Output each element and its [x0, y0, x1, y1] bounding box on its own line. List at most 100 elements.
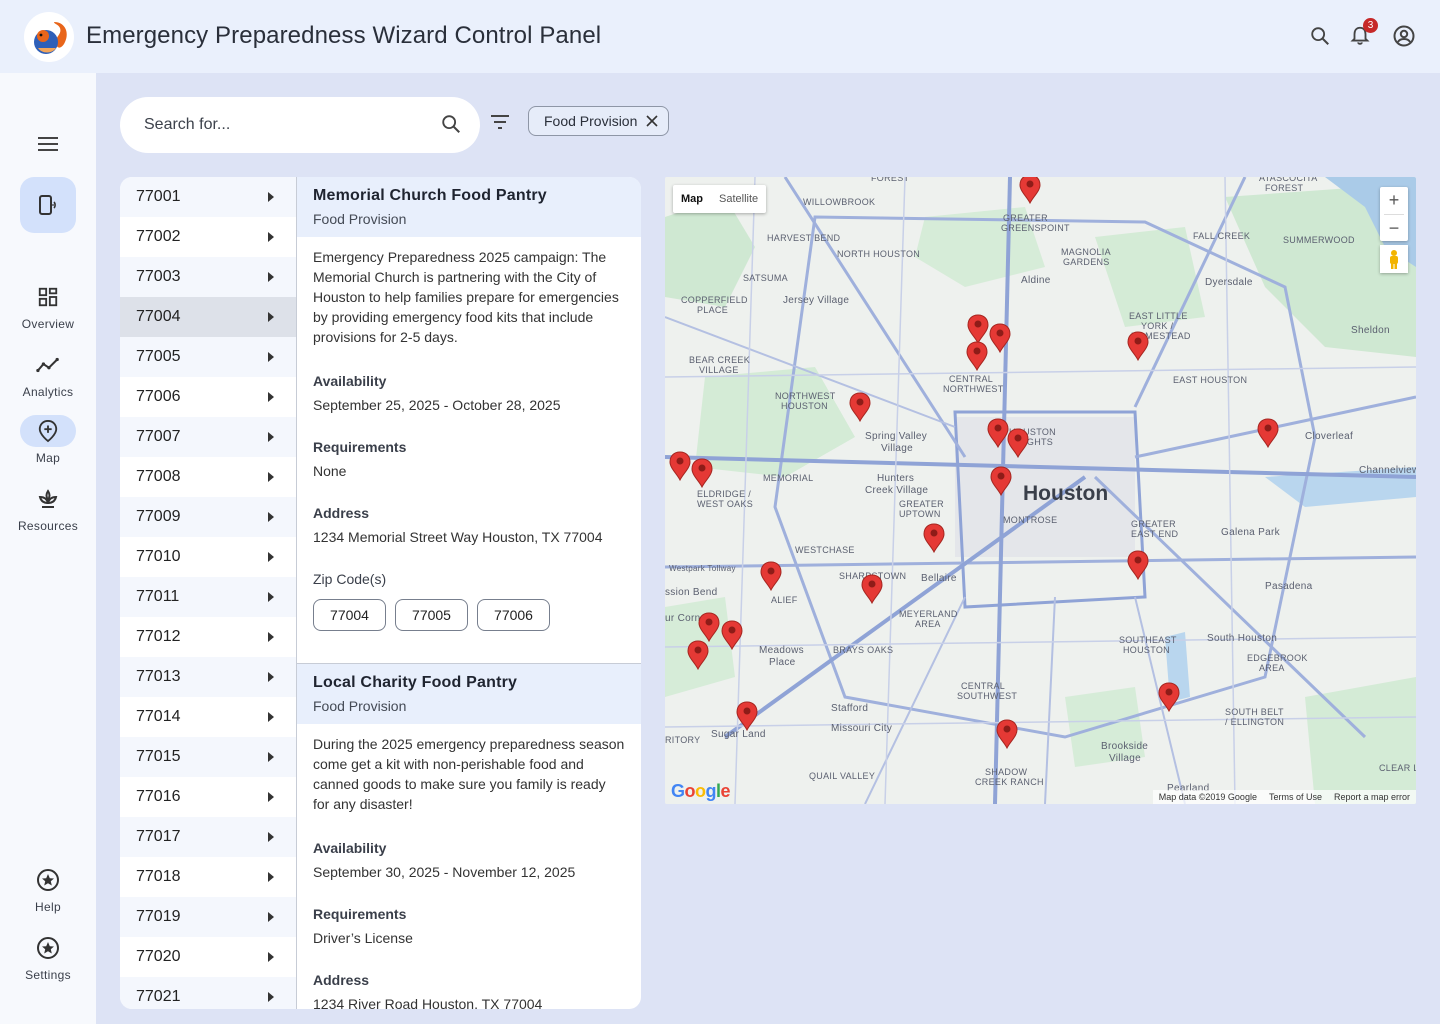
map-marker[interactable]: [721, 620, 743, 651]
map-view[interactable]: GREATER GREENSPOINT Aldine MAGNOLIA GARDEN…: [665, 177, 1416, 804]
map-marker[interactable]: [923, 523, 945, 554]
notifications-button[interactable]: 3: [1346, 18, 1378, 50]
zip-list-item[interactable]: 77021: [120, 977, 296, 1009]
expand-arrow-icon: [268, 272, 274, 282]
zoom-in-button[interactable]: +: [1388, 190, 1400, 210]
map-marker[interactable]: [669, 451, 691, 482]
zip-code-label: 77004: [136, 308, 181, 325]
svg-text:Spring Valley: Spring Valley: [865, 431, 927, 442]
expand-arrow-icon: [268, 712, 274, 722]
map-marker[interactable]: [989, 323, 1011, 354]
filter-icon[interactable]: [488, 110, 512, 139]
app-logo: [24, 12, 74, 62]
map-type-satellite[interactable]: Satellite: [719, 193, 759, 205]
expand-arrow-icon: [268, 392, 274, 402]
zip-list-item[interactable]: 77009: [120, 497, 296, 537]
expand-arrow-icon: [268, 432, 274, 442]
terms-link[interactable]: Terms of Use: [1268, 792, 1322, 802]
svg-text:MAGNOLIA: MAGNOLIA: [1061, 247, 1111, 257]
svg-text:Village: Village: [1109, 753, 1141, 764]
zip-list-item[interactable]: 77020: [120, 937, 296, 977]
svg-text:Bellaire: Bellaire: [921, 573, 957, 584]
nav-overview[interactable]: Overview: [0, 281, 96, 331]
expand-arrow-icon: [268, 232, 274, 242]
pegman-icon[interactable]: [1380, 245, 1408, 273]
map-marker[interactable]: [1019, 177, 1041, 205]
card-title: Memorial Church Food Pantry: [313, 187, 547, 204]
zip-list-item[interactable]: 77013: [120, 657, 296, 697]
zip-list-item[interactable]: 77008: [120, 457, 296, 497]
report-error-link[interactable]: Report a map error: [1333, 792, 1410, 802]
svg-text:NORTH HOUSTON: NORTH HOUSTON: [837, 249, 920, 259]
zip-codes-label: Zip Code(s): [313, 571, 387, 587]
map-marker[interactable]: [1257, 418, 1279, 449]
map-marker[interactable]: [1127, 331, 1149, 362]
resource-card[interactable]: Memorial Church Food Pantry Food Provisi…: [297, 177, 641, 664]
zip-list-item[interactable]: 77011: [120, 577, 296, 617]
map-marker[interactable]: [687, 640, 709, 671]
filter-chip[interactable]: Food Provision: [528, 106, 670, 136]
map-marker[interactable]: [1007, 428, 1029, 459]
map-marker[interactable]: [1127, 550, 1149, 581]
zip-list-item[interactable]: 77017: [120, 817, 296, 857]
zip-list-item[interactable]: 77012: [120, 617, 296, 657]
zip-list-item[interactable]: 77019: [120, 897, 296, 937]
menu-icon[interactable]: [34, 133, 62, 157]
nav-analytics[interactable]: Analytics: [0, 349, 96, 399]
search-icon[interactable]: [440, 113, 462, 140]
map-marker[interactable]: [990, 466, 1012, 497]
zip-list-item[interactable]: 77004: [120, 297, 296, 337]
zip-list-item[interactable]: 77002: [120, 217, 296, 257]
nav-settings[interactable]: Settings: [0, 932, 96, 982]
account-icon[interactable]: [1390, 22, 1418, 50]
zip-code-label: 77007: [136, 428, 181, 445]
svg-text:GARDENS: GARDENS: [1063, 257, 1110, 267]
zip-code-label: 77012: [136, 628, 181, 645]
map-marker[interactable]: [691, 458, 713, 489]
map-marker[interactable]: [861, 574, 883, 605]
svg-text:Brookside: Brookside: [1101, 741, 1148, 752]
zip-list-item[interactable]: 77006: [120, 377, 296, 417]
nav-map-label: Map: [35, 451, 61, 465]
nav-map[interactable]: Map: [0, 415, 96, 465]
close-icon[interactable]: [646, 115, 658, 127]
zip-list-item[interactable]: 77007: [120, 417, 296, 457]
zip-list-item[interactable]: 77001: [120, 177, 296, 217]
svg-text:CENTRAL: CENTRAL: [949, 374, 993, 384]
map-marker[interactable]: [760, 561, 782, 592]
zip-list-item[interactable]: 77014: [120, 697, 296, 737]
nav-help[interactable]: Help: [0, 864, 96, 914]
zip-list-item[interactable]: 77016: [120, 777, 296, 817]
nav-analytics-label: Analytics: [22, 385, 74, 399]
zip-list-item[interactable]: 77015: [120, 737, 296, 777]
zip-chip[interactable]: 77005: [395, 599, 468, 631]
device-button[interactable]: [20, 177, 76, 233]
nav-resources[interactable]: Resources: [0, 483, 96, 533]
zip-list-item[interactable]: 77003: [120, 257, 296, 297]
zip-list-item[interactable]: 77010: [120, 537, 296, 577]
map-marker[interactable]: [1158, 682, 1180, 713]
svg-text:MEYERLAND: MEYERLAND: [899, 609, 958, 619]
zoom-out-button[interactable]: −: [1388, 218, 1400, 238]
search-input[interactable]: [144, 113, 424, 137]
nav-overview-label: Overview: [21, 317, 75, 331]
map-marker[interactable]: [966, 341, 988, 372]
zip-code-label: 77005: [136, 348, 181, 365]
map-marker[interactable]: [849, 392, 871, 423]
map-marker[interactable]: [996, 719, 1018, 750]
map-marker[interactable]: [736, 701, 758, 732]
svg-text:WILLOWBROOK: WILLOWBROOK: [803, 197, 875, 207]
svg-text:SOUTHWEST: SOUTHWEST: [957, 691, 1017, 701]
map-marker[interactable]: [987, 418, 1009, 449]
requirements-label: Requirements: [313, 906, 407, 922]
resource-card[interactable]: Local Charity Food Pantry Food Provision…: [297, 664, 641, 1009]
zip-list-item[interactable]: 77005: [120, 337, 296, 377]
zip-list-item[interactable]: 77018: [120, 857, 296, 897]
map-marker[interactable]: [698, 612, 720, 643]
map-marker[interactable]: [967, 314, 989, 345]
map-type-map[interactable]: Map: [681, 193, 703, 205]
search-icon[interactable]: [1306, 22, 1334, 50]
zip-chip[interactable]: 77004: [313, 599, 386, 631]
zip-chip[interactable]: 77006: [477, 599, 550, 631]
